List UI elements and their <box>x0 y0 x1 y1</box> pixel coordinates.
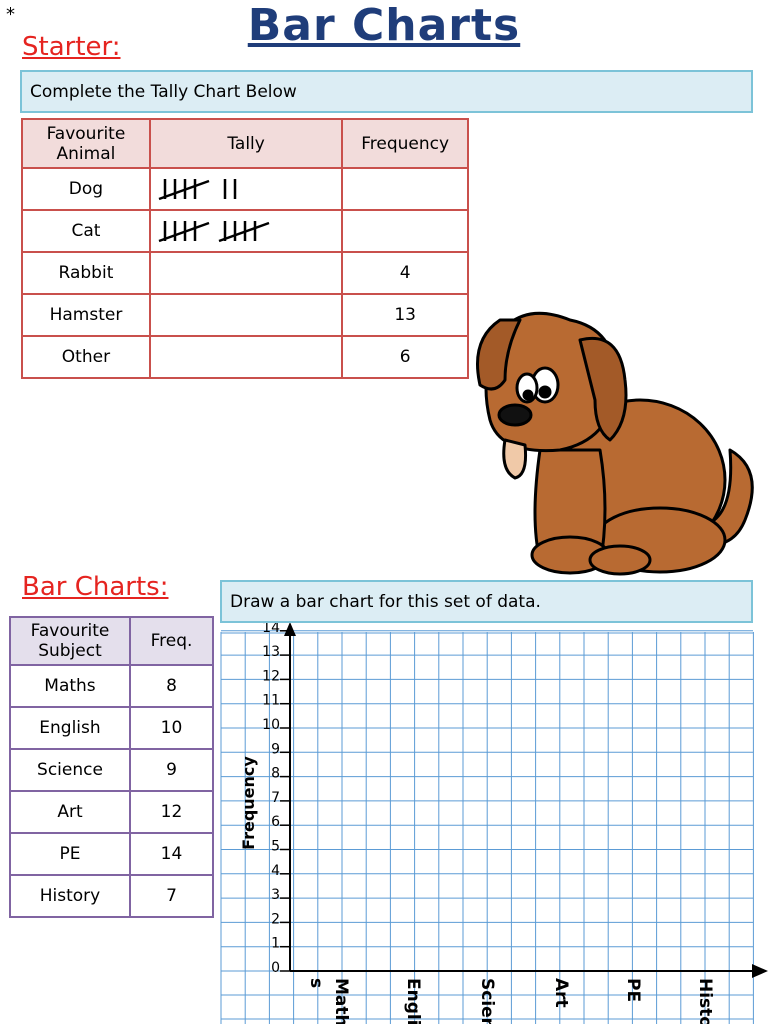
y-tick-label: 8 <box>271 766 280 782</box>
frequency-cell: 12 <box>128 790 215 834</box>
bar-charts-instruction: Draw a bar chart for this set of data. <box>220 580 753 623</box>
table-row: Hamster 13 <box>21 293 469 337</box>
y-tick-label: 13 <box>262 644 280 660</box>
header-cell: Frequency <box>341 118 469 169</box>
table-row: History 7 <box>9 874 215 918</box>
tally-cell <box>148 167 344 211</box>
header-cell: Tally <box>148 118 344 169</box>
x-label: Maths <box>331 978 351 1024</box>
table-row: Cat <box>21 209 469 253</box>
frequency-cell: 13 <box>341 293 469 337</box>
table-row: Science 9 <box>9 748 215 792</box>
table-row: Other 6 <box>21 335 469 379</box>
frequency-cell: 6 <box>341 335 469 379</box>
table-row: Maths 8 <box>9 664 215 708</box>
tally-cross <box>158 221 210 243</box>
tally-cross <box>218 221 270 243</box>
x-label: Art <box>551 978 571 1008</box>
table-row: English 10 <box>9 706 215 750</box>
y-tick-label: 7 <box>271 790 280 806</box>
y-arrow <box>284 622 296 636</box>
frequency-cell: 4 <box>341 251 469 295</box>
y-tick-label: 12 <box>262 668 280 684</box>
y-tick-label: 14 <box>262 620 280 636</box>
frequency-cell: 9 <box>128 748 215 792</box>
x-label: PE <box>623 978 643 1002</box>
x-label: s <box>306 978 326 988</box>
header-row: Favourite Subject Freq. <box>9 616 215 666</box>
animal-cell: Hamster <box>21 293 151 337</box>
y-tick-label: 9 <box>271 741 280 757</box>
tally-cross <box>158 179 210 201</box>
starter-heading: Starter: <box>22 32 121 62</box>
table-row: Dog <box>21 167 469 211</box>
tally-cell <box>148 209 344 253</box>
subject-cell: Science <box>9 748 131 792</box>
header-cell: Favourite Animal <box>21 118 151 169</box>
tally-table: Favourite Animal Tally Frequency Dog Cat Rabb… <box>21 118 469 379</box>
subject-cell: History <box>9 874 131 918</box>
header-cell: Freq. <box>128 616 215 666</box>
table-row: PE 14 <box>9 832 215 876</box>
subject-table: Favourite Subject Freq. Maths 8 English 10 Sci… <box>9 616 215 918</box>
y-tick-label: 4 <box>271 863 280 879</box>
frequency-cell <box>341 209 469 253</box>
animal-cell: Other <box>21 335 151 379</box>
y-tick-label: 5 <box>271 839 280 855</box>
x-arrow <box>752 964 768 978</box>
x-label: English <box>403 978 423 1024</box>
starter-instruction: Complete the Tally Chart Below <box>20 70 753 113</box>
y-tick-label: 3 <box>271 887 280 903</box>
y-tick-label: 6 <box>271 814 280 830</box>
subject-cell: PE <box>9 832 131 876</box>
star: * <box>6 4 15 25</box>
subject-cell: English <box>9 706 131 750</box>
animal-cell: Cat <box>21 209 151 253</box>
x-label: History <box>695 978 715 1024</box>
tally-cell <box>148 293 344 337</box>
frequency-cell: 7 <box>128 874 215 918</box>
y-tick-label: 0 <box>271 960 280 976</box>
y-tick-label: 2 <box>271 911 280 927</box>
frequency-cell: 8 <box>128 664 215 708</box>
header-row: Favourite Animal Tally Frequency <box>21 118 469 169</box>
subject-cell: Maths <box>9 664 131 708</box>
subject-cell: Art <box>9 790 131 834</box>
frequency-cell: 10 <box>128 706 215 750</box>
tally-cell <box>148 251 344 295</box>
tally-cell <box>148 335 344 379</box>
bar-charts-heading: Bar Charts: <box>22 572 169 602</box>
frequency-cell: 14 <box>128 832 215 876</box>
animal-cell: Dog <box>21 167 151 211</box>
table-row: Art 12 <box>9 790 215 834</box>
frequency-cell <box>341 167 469 211</box>
table-row: Rabbit 4 <box>21 251 469 295</box>
dog-illustration <box>476 311 754 576</box>
y-tick-label: 1 <box>271 936 280 952</box>
tally-marks <box>158 179 237 201</box>
x-label: Science <box>477 978 497 1024</box>
tally-marks <box>158 221 270 243</box>
header-cell: Favourite Subject <box>9 616 131 666</box>
y-tick-label: 10 <box>262 717 280 733</box>
page-title: Bar Charts <box>247 0 521 51</box>
y-tick-label: 11 <box>262 693 280 709</box>
y-axis-label: Frequency <box>239 756 258 850</box>
animal-cell: Rabbit <box>21 251 151 295</box>
